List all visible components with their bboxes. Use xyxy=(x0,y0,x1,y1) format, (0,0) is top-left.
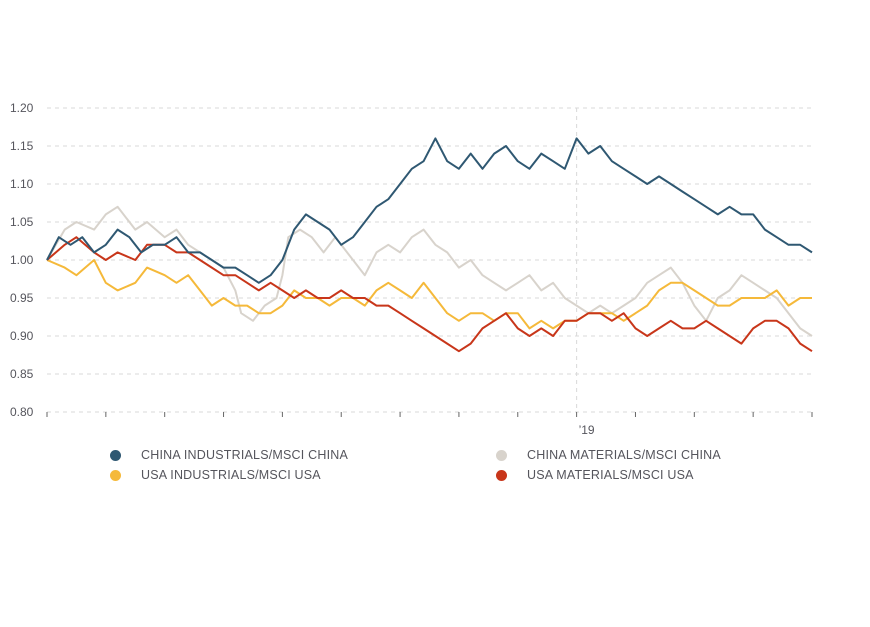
y-tick-label: 1.10 xyxy=(10,177,34,191)
legend-label-usa-materials: USA MATERIALS/MSCI USA xyxy=(527,468,694,482)
legend-label-china-materials: CHINA MATERIALS/MSCI CHINA xyxy=(527,448,721,462)
y-tick-label: 1.15 xyxy=(10,139,34,153)
series-line-china-materials-msci-china xyxy=(46,205,813,337)
y-tick-label: 1.00 xyxy=(10,253,34,267)
legend-dot-usa-industrials xyxy=(110,469,121,481)
legend-item-usa-industrials: USA INDUSTRIALS/MSCI USA xyxy=(110,468,321,482)
series-line-usa-industrials-msci-usa xyxy=(46,259,812,330)
y-tick-label: 0.90 xyxy=(10,329,34,343)
series-line-china-industrials-msci-china xyxy=(46,137,813,284)
y-axis-ticks: 1.20 1.15 1.10 1.05 1.00 0.95 0.90 0.85 0.80 xyxy=(10,101,34,419)
legend-item-usa-materials: USA MATERIALS/MSCI USA xyxy=(496,468,694,482)
x-axis: ’19 xyxy=(46,412,813,437)
series-line-usa-materials-msci-usa xyxy=(46,236,813,353)
y-tick-label: 1.05 xyxy=(10,215,34,229)
x-tick-label: ’19 xyxy=(579,423,595,437)
y-tick-label: 0.95 xyxy=(10,291,34,305)
legend-item-china-materials: CHINA MATERIALS/MSCI CHINA xyxy=(496,448,721,462)
y-tick-label: 0.85 xyxy=(10,367,34,381)
legend-dot-china-materials xyxy=(496,449,507,461)
y-tick-label: 1.20 xyxy=(10,101,34,115)
legend-label-usa-industrials: USA INDUSTRIALS/MSCI USA xyxy=(141,468,321,482)
legend-item-china-industrials: CHINA INDUSTRIALS/MSCI CHINA xyxy=(110,448,348,462)
series-lines xyxy=(46,137,813,353)
legend-dot-usa-materials xyxy=(496,469,507,481)
grid-lines xyxy=(47,107,812,413)
legend-dot-china-industrials xyxy=(110,449,121,461)
legend-label-china-industrials: CHINA INDUSTRIALS/MSCI CHINA xyxy=(141,448,349,462)
y-tick-label: 0.80 xyxy=(10,405,34,419)
